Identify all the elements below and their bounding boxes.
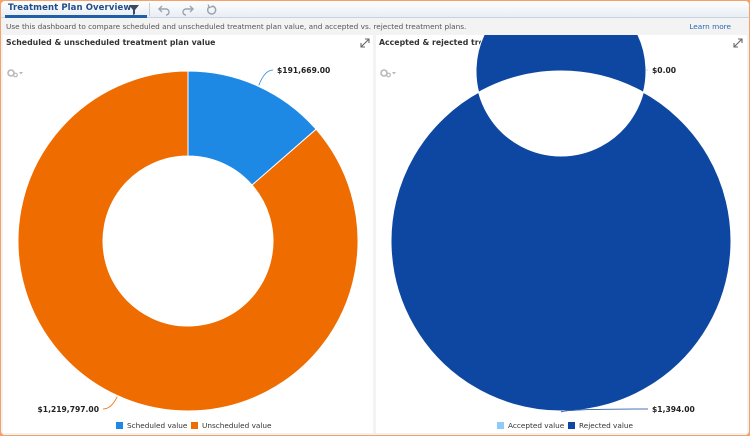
dashboard-description: Use this dashboard to compare scheduled … — [6, 22, 467, 31]
dashboard-toolbar: Treatment Plan Overview — [1, 1, 749, 18]
legend-label: Accepted value — [508, 421, 565, 430]
undo-icon[interactable] — [157, 3, 171, 16]
donut-slice[interactable] — [390, 35, 732, 412]
legend-label: Scheduled value — [127, 421, 188, 430]
donut-slice[interactable] — [17, 70, 359, 412]
redo-icon[interactable] — [181, 3, 195, 16]
leader-line — [258, 69, 274, 86]
legend-swatch — [568, 422, 575, 429]
scheduled-chart-panel: Scheduled & unscheduled treatment plan v… — [3, 35, 373, 433]
leader-line — [560, 408, 649, 413]
donut-chart-accepted: $0.00 $1,394.00 — [390, 35, 732, 414]
legend-swatch — [191, 422, 198, 429]
active-tab-indicator — [5, 15, 147, 18]
dashboard-title: Treatment Plan Overview — [8, 3, 132, 13]
data-label: $1,219,797.00 — [38, 405, 100, 414]
gear-menu-icon[interactable] — [379, 68, 397, 78]
legend-label: Unscheduled value — [202, 421, 272, 430]
data-label: $191,669.00 — [277, 66, 330, 75]
gear-menu-icon[interactable] — [6, 68, 24, 78]
legend-swatch — [497, 422, 504, 429]
panel-title: Accepted & rejected treatment plan value — [379, 38, 564, 47]
learn-more-link[interactable]: Learn more — [689, 22, 731, 31]
filter-icon[interactable] — [127, 3, 141, 16]
panel-title: Scheduled & unscheduled treatment plan v… — [6, 38, 216, 47]
data-label: $0.00 — [652, 66, 676, 75]
expand-icon[interactable] — [360, 38, 370, 48]
info-bar: Use this dashboard to compare scheduled … — [1, 19, 749, 35]
leader-line — [102, 396, 118, 410]
accepted-chart-panel: Accepted & rejected treatment plan value… — [376, 35, 747, 433]
toolbar-divider — [149, 3, 150, 16]
legend-label: Rejected value — [579, 421, 633, 430]
data-label: $1,394.00 — [652, 405, 695, 414]
donut-chart-scheduled: $191,669.00 $1,219,797.00 — [17, 66, 359, 414]
legend-swatch — [116, 422, 123, 429]
reset-icon[interactable] — [205, 3, 219, 16]
expand-icon[interactable] — [733, 38, 743, 48]
